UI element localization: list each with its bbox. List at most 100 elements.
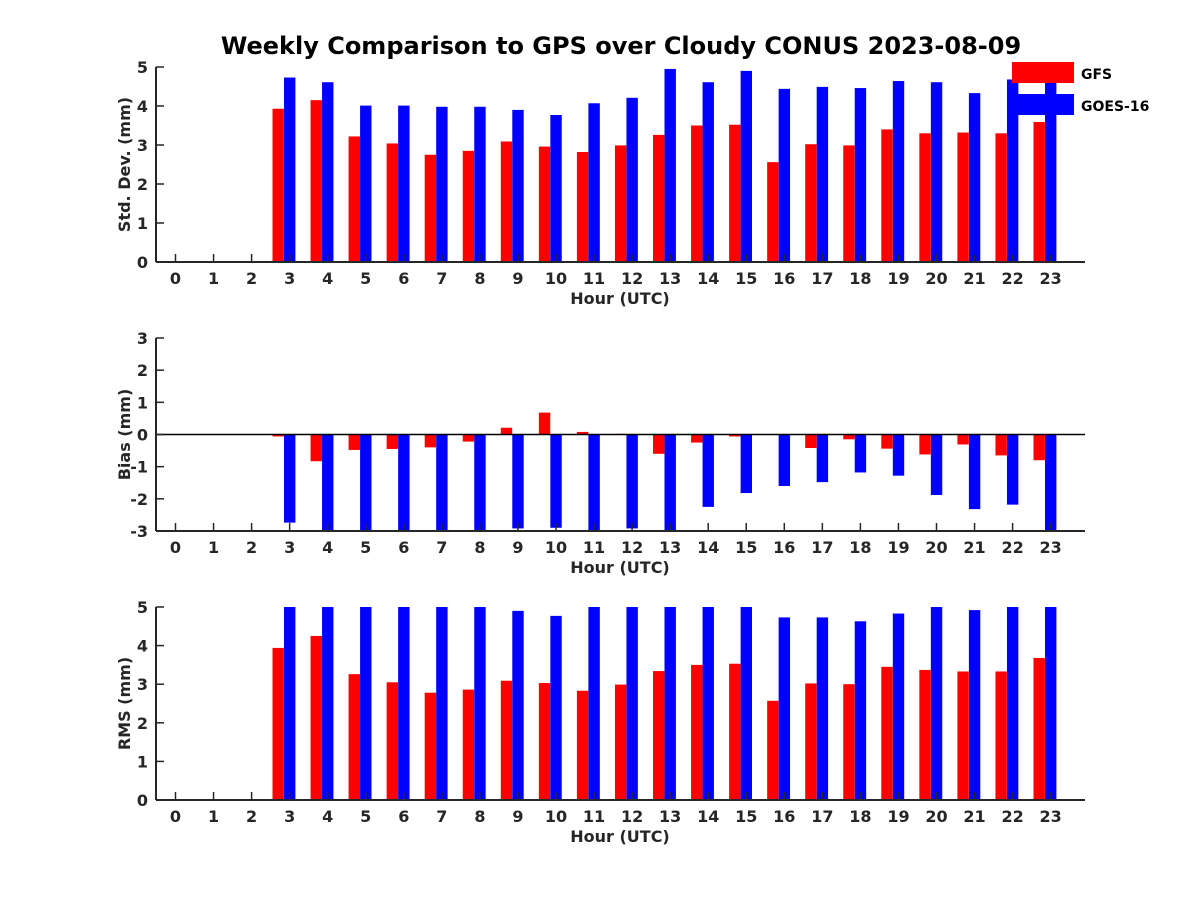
bar-goes16-9 [512,109,524,262]
bar-gfs-9 [500,141,513,262]
bar-goes16-4 [322,607,334,800]
bar-goes16-10 [550,434,562,528]
bar-gfs-21 [957,434,969,445]
y-tick-label: 5 [137,598,148,617]
y-tick-label: 3 [137,136,148,155]
bars [272,68,1057,262]
y-tick-label: 0 [137,253,148,272]
x-tick-label: 21 [963,269,985,288]
bar-goes16-22 [1006,434,1019,505]
bar-goes16-14 [702,607,714,800]
x-axis-label: Hour (UTC) [570,558,670,577]
x-tick-label: 13 [659,269,681,288]
y-tick-label: 2 [137,361,148,380]
x-tick-label: 19 [887,807,909,826]
legend-swatch-goes16 [1012,94,1074,115]
x-tick-label: 22 [1001,538,1023,557]
bar-goes16-19 [892,434,905,476]
bar-gfs-5 [348,136,360,262]
bar-gfs-11 [576,152,589,262]
bar-goes16-23 [1045,434,1057,531]
bar-goes16-10 [550,114,562,262]
bar-gfs-5 [348,674,360,800]
bar-goes16-16 [778,434,791,486]
x-tick-label: 10 [545,807,567,826]
bar-gfs-15 [729,434,741,437]
bar-goes16-9 [512,610,524,800]
x-tick-label: 2 [246,269,257,288]
bar-goes16-5 [360,434,372,531]
bar-goes16-20 [930,607,943,800]
bar-gfs-3 [272,108,284,262]
x-tick-label: 11 [583,807,605,826]
bar-gfs-13 [653,134,665,262]
bar-gfs-22 [995,133,1007,262]
y-axis-label: Bias (mm) [115,389,134,481]
y-tick-label: 0 [137,426,148,445]
x-tick-label: 5 [360,538,371,557]
y-tick-label: 1 [137,393,148,412]
bar-goes16-14 [702,82,714,262]
x-tick-label: 6 [398,538,409,557]
bar-goes16-20 [930,82,943,262]
x-tick-label: 3 [284,807,295,826]
x-tick-label: 10 [545,269,567,288]
bar-gfs-17 [805,434,817,449]
x-tick-label: 23 [1040,538,1062,557]
legend: GFS GOES-16 [1012,62,1149,115]
bar-goes16-9 [512,434,524,529]
x-axis-label: Hour (UTC) [570,827,670,846]
x-tick-label: 17 [811,538,833,557]
x-tick-label: 15 [735,538,757,557]
bar-goes16-15 [740,607,752,800]
x-tick-label: 7 [436,538,447,557]
bar-goes16-11 [588,607,600,800]
bar-gfs-13 [653,434,665,454]
legend-label-gfs: GFS [1081,67,1112,83]
bar-goes16-22 [1006,79,1019,262]
bar-goes16-22 [1006,607,1019,800]
x-tick-label: 2 [246,807,257,826]
bar-goes16-4 [322,434,334,531]
bar-gfs-11 [576,431,589,435]
bar-gfs-18 [843,434,855,440]
y-tick-label: 4 [137,97,148,116]
x-tick-label: 10 [545,538,567,557]
bar-goes16-16 [778,88,791,262]
bar-goes16-17 [816,434,829,483]
x-tick-label: 18 [849,269,871,288]
bar-gfs-8 [462,150,475,262]
y-axis-label: RMS (mm) [115,657,134,750]
bars [272,607,1057,800]
bar-gfs-23 [1033,121,1045,262]
x-tick-label: 15 [735,807,757,826]
bar-goes16-7 [436,607,448,800]
bar-goes16-12 [626,97,638,262]
x-tick-label: 13 [659,807,681,826]
x-tick-label: 17 [811,807,833,826]
bar-goes16-3 [284,77,296,262]
bar-gfs-9 [500,427,513,435]
bar-gfs-19 [881,434,893,449]
bar-gfs-7 [424,154,437,262]
bar-gfs-22 [995,434,1007,456]
bar-gfs-6 [386,143,399,262]
x-tick-label: 16 [773,538,795,557]
chart-title: Weekly Comparison to GPS over Cloudy CON… [221,32,1021,60]
x-tick-label: 4 [322,269,333,288]
x-tick-label: 23 [1040,269,1062,288]
x-axis-label: Hour (UTC) [570,289,670,308]
bar-goes16-20 [930,434,943,495]
legend-swatch-gfs [1012,62,1074,83]
bar-goes16-18 [854,88,867,262]
x-tick-label: 9 [512,807,523,826]
bar-goes16-17 [816,617,829,800]
bar-gfs-23 [1033,657,1045,800]
x-tick-label: 12 [621,807,643,826]
bar-gfs-7 [424,434,437,448]
bar-goes16-11 [588,103,600,262]
x-tick-label: 16 [773,269,795,288]
x-tick-label: 20 [925,807,947,826]
bar-gfs-7 [424,692,437,800]
